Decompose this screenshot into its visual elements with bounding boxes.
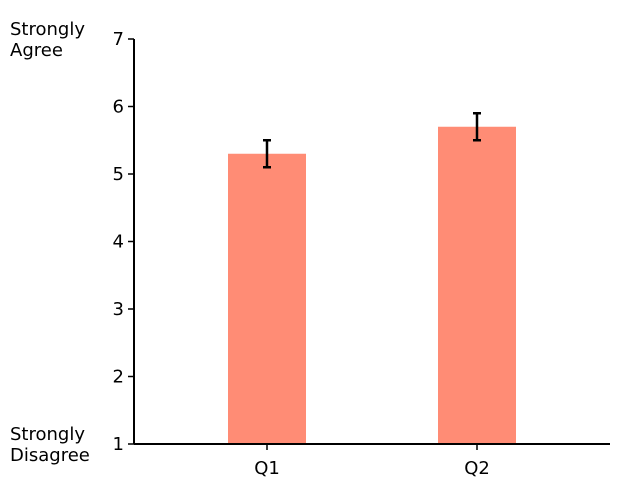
axes-layer	[133, 39, 610, 445]
y-top-label-line1: Strongly	[10, 19, 85, 40]
error-bar-q1	[263, 139, 271, 169]
y-tick-label: 5	[113, 164, 124, 185]
y-tick-label: 7	[113, 29, 124, 50]
y-bottom-label-line2: Disagree	[10, 445, 90, 466]
y-tick-label: 2	[113, 367, 124, 388]
y-bottom-label-line1: Strongly	[10, 424, 85, 445]
bars-layer	[228, 126, 516, 444]
bar-q2	[438, 126, 516, 444]
y-tick-label: 1	[113, 434, 124, 455]
y-ticks-layer: 1 2 3 4 5 6 7	[113, 29, 134, 455]
y-tick-label: 3	[113, 299, 124, 320]
x-tick-label: Q2	[464, 458, 490, 479]
y-tick-label: 6	[113, 97, 124, 118]
x-tick-label: Q1	[254, 458, 280, 479]
y-top-label-line2: Agree	[10, 40, 63, 61]
error-bar-q2	[473, 112, 481, 142]
error-bars-layer	[263, 112, 481, 169]
y-tick-label: 4	[113, 232, 124, 253]
bar-q1	[228, 153, 306, 444]
x-ticks-layer: Q1 Q2	[254, 444, 490, 479]
